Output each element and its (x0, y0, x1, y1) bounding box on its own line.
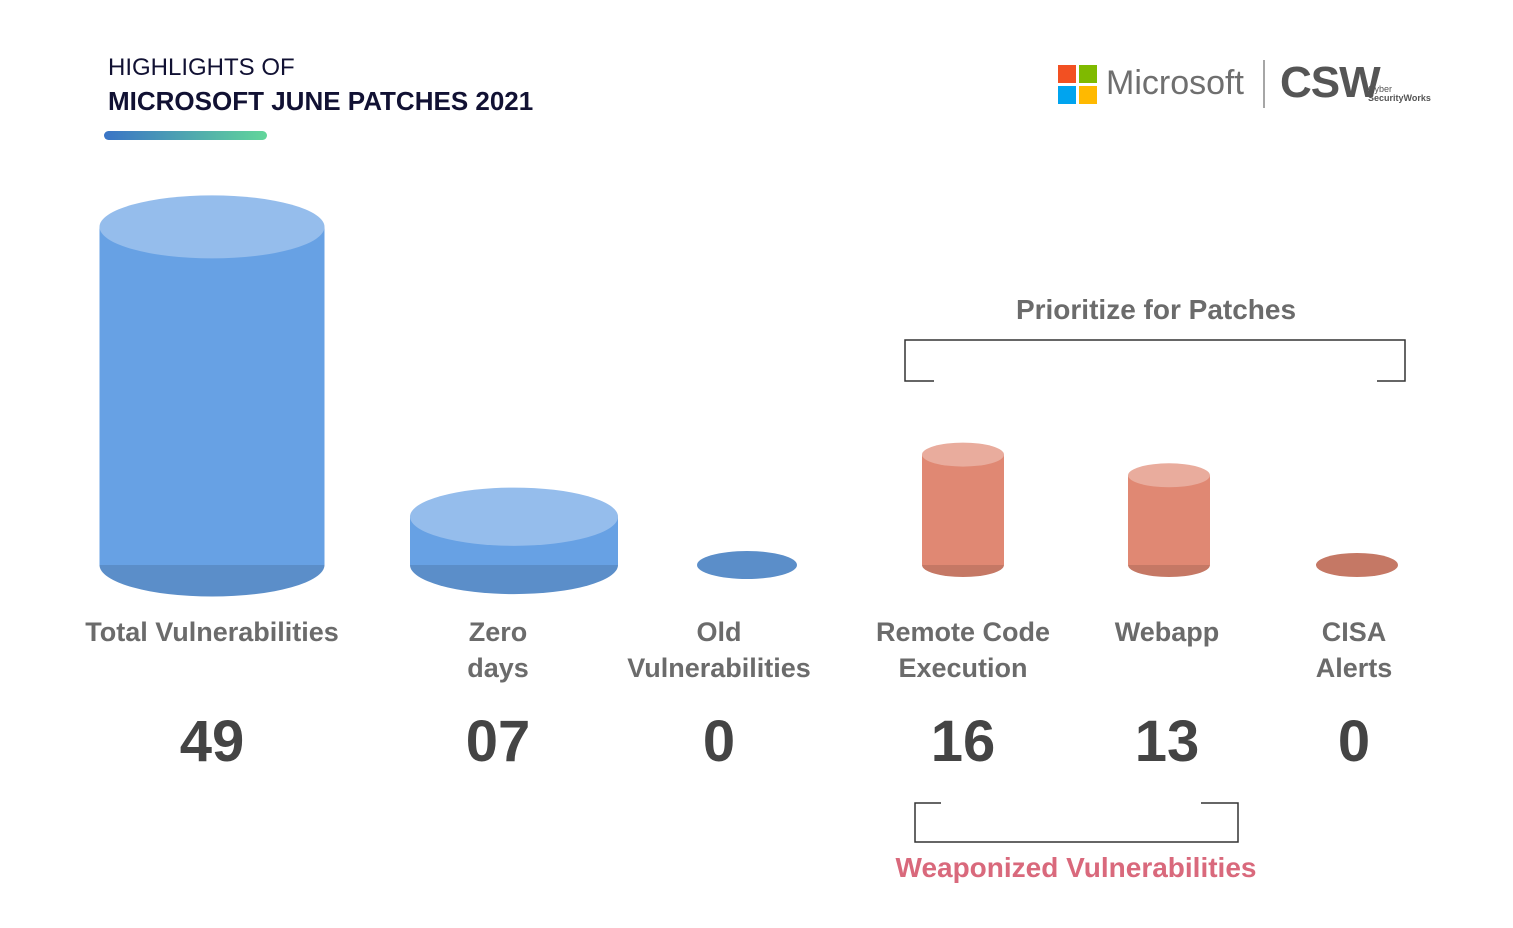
annotation: Prioritize for Patches (1015, 294, 1297, 325)
logo-text: Cyber (1368, 84, 1393, 94)
microsoft-logo-squares (1058, 65, 1097, 104)
bracket (904, 339, 1406, 382)
bracket (914, 802, 1239, 843)
category-label: Webapp (1114, 617, 1220, 647)
title-underline (104, 131, 267, 140)
category-label: Remote Code Execution (875, 617, 1051, 683)
logo-text: Microsoft (1106, 64, 1244, 102)
value-label: 13 (1134, 709, 1200, 774)
logo-text: CSW (1280, 58, 1381, 107)
cylinder (922, 454, 1004, 565)
logo-text: SecurityWorks (1368, 93, 1431, 103)
cylinder-top (410, 487, 618, 546)
value-label: 49 (179, 709, 245, 774)
cylinder-top (99, 195, 325, 259)
category-label: CISA Alerts (1315, 617, 1393, 683)
cylinder-bottom (697, 551, 797, 579)
title: HIGHLIGHTS OF (108, 54, 295, 81)
value-label: 07 (465, 709, 531, 774)
annotation: Weaponized Vulnerabilities (895, 852, 1257, 883)
cylinder-bottom (1316, 553, 1398, 577)
cylinder-top (922, 442, 1004, 467)
cylinder (1128, 475, 1210, 565)
category-label: Total Vulnerabilities (85, 617, 339, 647)
category-label: Old Vulnerabilities (627, 617, 811, 683)
value-label: 0 (1337, 709, 1371, 774)
category-label: Zero days (467, 617, 529, 683)
subtitle: MICROSOFT JUNE PATCHES 2021 (108, 86, 534, 116)
value-label: 0 (702, 709, 736, 774)
cylinder (99, 226, 325, 565)
cylinder-top (1128, 463, 1210, 488)
value-label: 16 (930, 709, 996, 774)
